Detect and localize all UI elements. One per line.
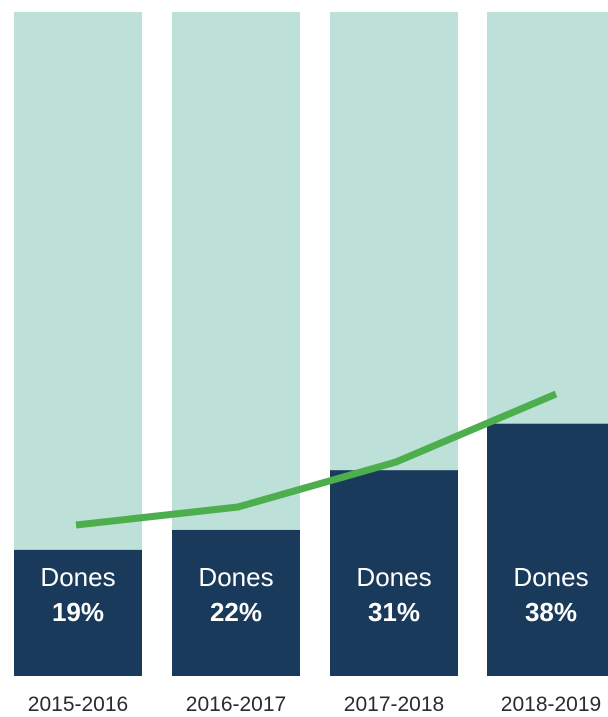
bar-series-label: Dones	[198, 562, 273, 592]
x-tick-label: 2015-2016	[28, 693, 128, 716]
bar-value-label: 31%	[368, 597, 420, 627]
trend-line	[75, 390, 558, 529]
bar-dones-2016-2017	[172, 529, 300, 676]
bar-series-label: Dones	[40, 562, 115, 592]
bar-labels-group: Dones 19% Dones 22% Dones 31% Dones 38%	[40, 562, 588, 627]
trend-line-group	[75, 390, 558, 529]
bar-remaining-2017-2018	[330, 12, 458, 471]
bar-series-label: Dones	[513, 562, 588, 592]
bar-remaining-2018-2019	[487, 12, 608, 424]
bars-group	[14, 12, 608, 676]
bar-remaining-2015-2016	[14, 12, 142, 550]
bar-value-label: 19%	[52, 597, 104, 627]
bar-dones-2015-2016	[14, 549, 142, 676]
x-axis-tick-labels: 2015-2016 2016-2017 2017-2018 2018-2019	[28, 693, 601, 716]
x-tick-label: 2018-2019	[501, 693, 601, 716]
bar-dones-2017-2018	[330, 470, 458, 676]
bar-dones-2018-2019	[487, 423, 608, 676]
x-tick-label: 2016-2017	[186, 693, 286, 716]
bar-value-label: 38%	[525, 597, 577, 627]
bar-value-label: 22%	[210, 597, 262, 627]
x-tick-label: 2017-2018	[344, 693, 444, 716]
bar-series-label: Dones	[356, 562, 431, 592]
bar-remaining-2016-2017	[172, 12, 300, 530]
